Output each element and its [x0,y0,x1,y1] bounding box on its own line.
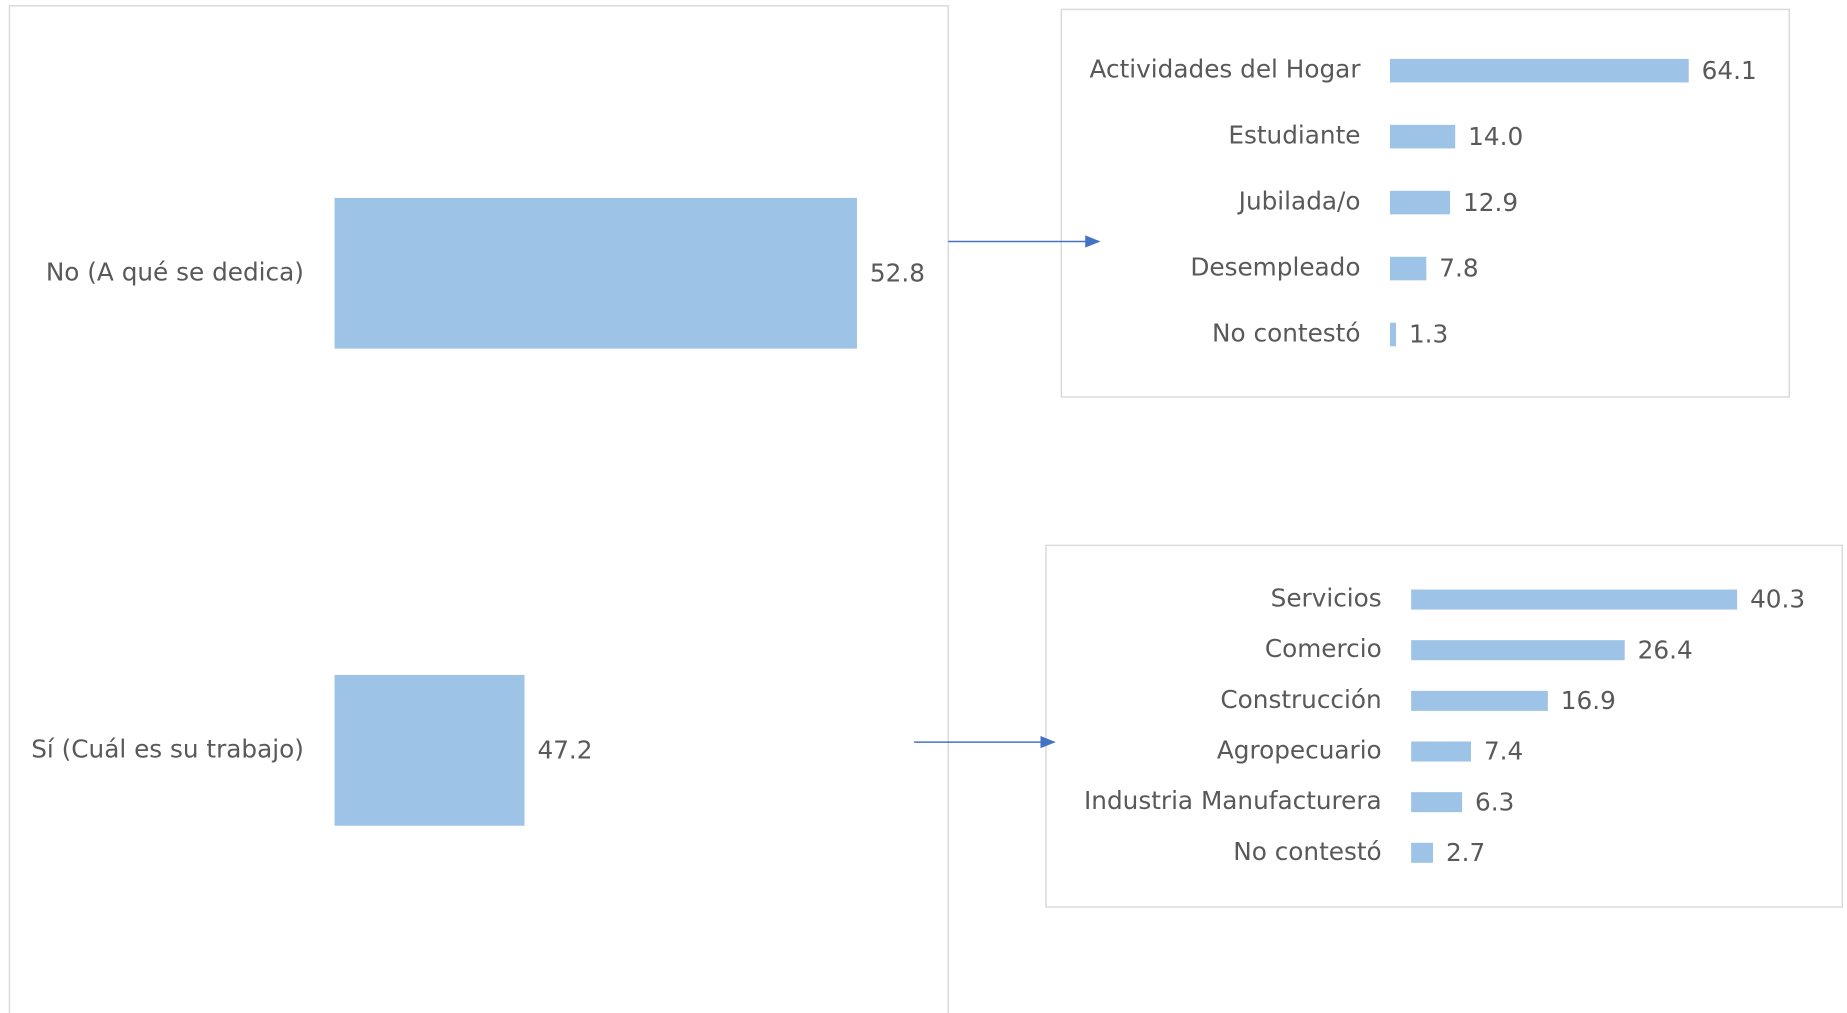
category-label: Comercio [1265,634,1382,663]
bar [1389,124,1456,149]
value-label: 1.3 [1409,320,1448,349]
category-label: No (A qué se dedica) [46,257,304,286]
category-label: No contestó [1212,319,1360,348]
value-label: 7.4 [1484,737,1523,766]
value-label: 26.4 [1638,635,1693,664]
value-label: 2.7 [1446,838,1485,867]
category-label: Construcción [1220,685,1381,714]
category-label: Desempleado [1190,253,1360,282]
sub-frame [1045,544,1843,908]
value-label: 16.9 [1561,686,1616,715]
bar [1411,741,1472,762]
bar [334,674,525,826]
value-label: 40.3 [1750,585,1805,614]
bar [1411,690,1548,711]
category-label: No contestó [1233,837,1381,866]
value-label: 12.9 [1463,188,1518,217]
bar [1389,58,1689,83]
bar [334,197,857,349]
bar [1389,190,1451,215]
sub-frame [1060,8,1790,398]
value-label: 47.2 [537,736,592,765]
value-label: 7.8 [1439,254,1478,283]
category-label: Agropecuario [1217,736,1382,765]
bar [1389,322,1397,347]
category-label: Estudiante [1228,121,1360,150]
category-label: Jubilada/o [1237,187,1361,216]
category-label: Industria Manufacturera [1084,786,1382,815]
bar [1389,256,1427,281]
bar [1411,640,1625,661]
value-label: 14.0 [1468,122,1523,151]
bar [1411,842,1433,863]
value-label: 64.1 [1702,56,1757,85]
value-label: 52.8 [870,258,925,287]
value-label: 6.3 [1475,787,1514,816]
category-label: Actividades del Hogar [1090,55,1362,84]
bar [1411,589,1738,610]
bar [1411,792,1463,813]
category-label: Servicios [1271,584,1382,613]
main-frame [8,5,949,1013]
category-label: Sí (Cuál es su trabajo) [31,734,304,763]
